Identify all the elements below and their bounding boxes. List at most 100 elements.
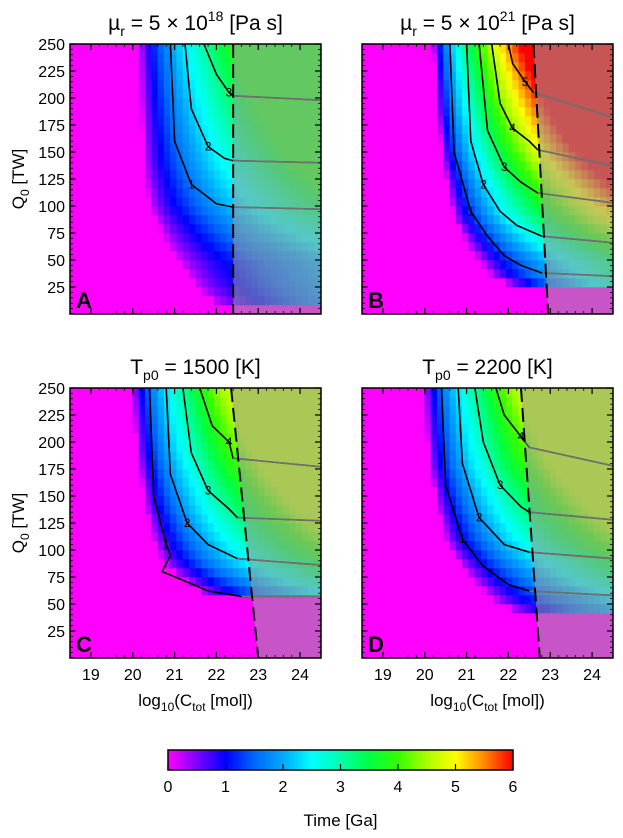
heatmap-cell xyxy=(182,133,190,144)
heatmap-cell xyxy=(176,187,184,198)
heatmap-cell xyxy=(138,414,146,425)
heatmap-cell xyxy=(195,450,203,461)
heatmap-cell xyxy=(157,540,165,551)
heatmap-cell xyxy=(512,405,520,416)
heatmap-cell xyxy=(443,115,451,126)
panel-title: µr = 5 × 1021 [Pa s] xyxy=(400,8,575,39)
heatmap-cell xyxy=(443,106,451,117)
heatmap-cell xyxy=(424,396,432,407)
contour-line-faded xyxy=(541,235,613,244)
heatmap-cell xyxy=(462,388,469,398)
heatmap-cell xyxy=(220,44,228,54)
heatmap-cell xyxy=(151,169,159,180)
heatmap-cell xyxy=(468,151,476,162)
heatmap-cell xyxy=(207,79,215,90)
heatmap-cell xyxy=(163,169,171,180)
heatmap-cell xyxy=(207,169,215,180)
heatmap-cell xyxy=(506,432,513,443)
heatmap-cell xyxy=(430,396,438,407)
heatmap-cell xyxy=(214,241,221,252)
heatmap-cell xyxy=(245,576,253,587)
heatmap-cell xyxy=(499,259,507,270)
heatmap-cell xyxy=(176,61,184,72)
heatmap-cell xyxy=(443,450,451,461)
heatmap-cell xyxy=(214,286,221,297)
heatmap-cell xyxy=(468,205,476,216)
heatmap-cell xyxy=(468,124,476,135)
heatmap-cell xyxy=(455,214,463,225)
heatmap-cell xyxy=(201,241,209,252)
heatmap-cell xyxy=(499,558,507,569)
heatmap-cell xyxy=(226,61,234,72)
heatmap-cell xyxy=(201,160,209,171)
heatmap-cell xyxy=(462,196,469,207)
heatmap-cell xyxy=(151,196,159,207)
heatmap-cell xyxy=(195,405,203,416)
heatmap-cell xyxy=(518,441,526,452)
heatmap-cell xyxy=(138,477,146,488)
heatmap-cell xyxy=(437,441,444,452)
heatmap-cell xyxy=(207,160,215,171)
heatmap-cell xyxy=(518,558,526,569)
heatmap-cell xyxy=(207,250,215,261)
stability-limit-line xyxy=(519,388,541,658)
heatmap-cell xyxy=(518,504,526,515)
x-tick-label: 19 xyxy=(82,667,100,684)
heatmap-cell xyxy=(176,388,184,398)
heatmap-cell xyxy=(499,549,507,560)
x-tick-label: 24 xyxy=(291,667,309,684)
heatmap-cell xyxy=(195,268,203,279)
heatmap-cell xyxy=(506,160,513,171)
heatmap-cell xyxy=(182,205,190,216)
heatmap-cell xyxy=(176,169,184,180)
heatmap-cell xyxy=(176,513,184,524)
heatmap-cell xyxy=(506,88,513,99)
heatmap-cell xyxy=(163,441,171,452)
heatmap-cell xyxy=(188,468,196,479)
heatmap-cell xyxy=(518,540,526,551)
heatmap-cell xyxy=(214,268,221,279)
heatmap-cell xyxy=(226,414,234,425)
contour-line-1 xyxy=(148,388,321,598)
heatmap-cell xyxy=(506,205,513,216)
heatmap-cell xyxy=(195,52,203,63)
heatmap-cell xyxy=(480,250,488,261)
heatmap-cell xyxy=(157,504,165,515)
heatmap-cell xyxy=(201,124,209,135)
contour-line-1 xyxy=(440,388,613,597)
heatmap-cell xyxy=(443,432,451,443)
heatmap-cell xyxy=(170,241,177,252)
heatmap-cell xyxy=(430,450,438,461)
heatmap-cell xyxy=(455,187,463,198)
heatmap-cell xyxy=(226,205,234,216)
heatmap-cell xyxy=(226,513,234,524)
heatmap-cell xyxy=(182,504,190,515)
x-axis-label: log10(Ctot [mol]) xyxy=(138,691,253,714)
heatmap-cell xyxy=(226,178,234,189)
heatmap-cell xyxy=(163,97,171,108)
heatmap-cell xyxy=(512,151,520,162)
heatmap-cell xyxy=(201,268,209,279)
contour-label: 1 xyxy=(467,204,474,218)
heatmap-cell xyxy=(132,396,140,407)
heatmap-cell xyxy=(214,396,221,407)
heatmap-cell xyxy=(151,450,159,461)
heatmap-cell xyxy=(157,450,165,461)
heatmap-cell xyxy=(201,88,209,99)
heatmap-cell xyxy=(195,468,203,479)
heatmap-cell xyxy=(449,88,457,99)
heatmap-cell xyxy=(424,414,432,425)
heatmap-cell xyxy=(151,178,159,189)
x-tick-label: 22 xyxy=(500,667,518,684)
heatmap-cell xyxy=(468,214,476,225)
heatmap-cell xyxy=(512,396,520,407)
heatmap-cell xyxy=(176,70,184,81)
heatmap-cell xyxy=(188,70,196,81)
heatmap-cell xyxy=(220,115,228,126)
heatmap-cell xyxy=(499,567,507,578)
heatmap-cell xyxy=(188,405,196,416)
heatmap-cell xyxy=(220,522,228,533)
heatmap-cell xyxy=(163,531,171,542)
heatmap-cell xyxy=(512,477,520,488)
heatmap-cell xyxy=(176,133,184,144)
